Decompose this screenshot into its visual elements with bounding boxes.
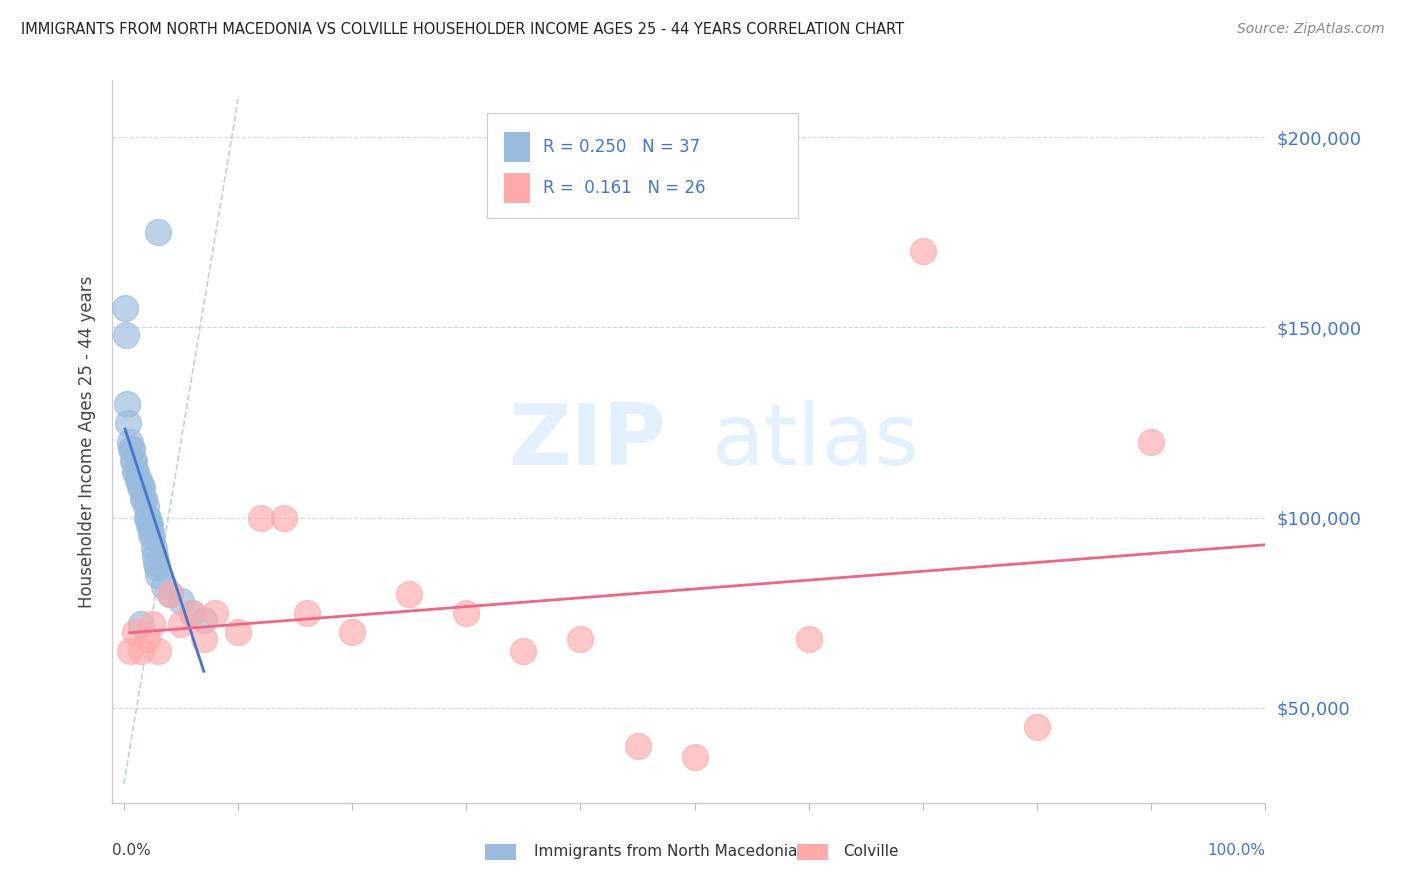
Point [129, 617, 152, 632]
Point [135, 499, 157, 513]
Point [129, 480, 152, 494]
Point [143, 549, 166, 563]
Text: Source: ZipAtlas.com: Source: ZipAtlas.com [1237, 22, 1385, 37]
Text: atlas: atlas [711, 400, 920, 483]
Point [250, 510, 273, 524]
Point [141, 530, 163, 544]
Text: Colville: Colville [844, 845, 898, 859]
Point [569, 632, 592, 647]
Point [135, 632, 157, 647]
Point [911, 244, 934, 259]
Point [159, 587, 181, 601]
Text: 100.0%: 100.0% [1208, 843, 1265, 857]
Text: 0.0%: 0.0% [112, 843, 152, 857]
Point [295, 606, 318, 620]
Point [136, 510, 159, 524]
Point [683, 750, 706, 764]
Point [141, 617, 163, 632]
Text: IMMIGRANTS FROM NORTH MACEDONIA VS COLVILLE HOUSEHOLDER INCOME AGES 25 - 44 YEAR: IMMIGRANTS FROM NORTH MACEDONIA VS COLVI… [21, 22, 904, 37]
Point [153, 579, 176, 593]
Point [122, 453, 145, 467]
Point [1026, 720, 1049, 734]
Point [1140, 434, 1163, 449]
Point [273, 510, 295, 524]
FancyBboxPatch shape [488, 112, 799, 218]
Point [118, 434, 141, 449]
Point [456, 606, 478, 620]
Point [115, 328, 138, 343]
Point [129, 643, 152, 657]
Point [128, 480, 150, 494]
Point [127, 473, 149, 487]
Point [626, 739, 648, 753]
Point [146, 643, 169, 657]
Point [122, 453, 145, 467]
Point [340, 624, 363, 639]
Point [135, 510, 157, 524]
Point [226, 624, 249, 639]
Point [398, 587, 420, 601]
Point [118, 643, 141, 657]
Point [120, 442, 142, 457]
Point [128, 473, 150, 487]
Point [142, 541, 165, 555]
Point [204, 606, 226, 620]
Point [121, 442, 143, 457]
Point [159, 587, 181, 601]
Point [131, 480, 153, 494]
Point [797, 632, 820, 647]
Text: Immigrants from North Macedonia: Immigrants from North Macedonia [534, 845, 797, 859]
Point [141, 525, 163, 540]
Point [114, 301, 136, 316]
Bar [505, 132, 530, 162]
Point [134, 491, 156, 506]
Point [181, 606, 204, 620]
Text: R =  0.161   N = 26: R = 0.161 N = 26 [543, 179, 704, 197]
Y-axis label: Householder Income Ages 25 - 44 years: Householder Income Ages 25 - 44 years [77, 276, 96, 607]
Point [138, 518, 160, 533]
Point [132, 491, 155, 506]
Point [124, 624, 146, 639]
Point [146, 226, 169, 240]
Point [145, 556, 167, 570]
Point [125, 465, 148, 479]
Text: ZIP: ZIP [508, 400, 666, 483]
Point [124, 465, 146, 479]
Point [146, 560, 169, 574]
Point [170, 594, 193, 608]
Point [117, 396, 139, 410]
Point [139, 518, 162, 533]
Point [117, 416, 139, 430]
Point [146, 567, 169, 582]
Text: R = 0.250   N = 37: R = 0.250 N = 37 [543, 137, 700, 156]
Point [193, 632, 215, 647]
Point [170, 617, 193, 632]
Point [181, 606, 204, 620]
Bar [505, 173, 530, 203]
Point [193, 613, 215, 627]
Point [512, 643, 534, 657]
